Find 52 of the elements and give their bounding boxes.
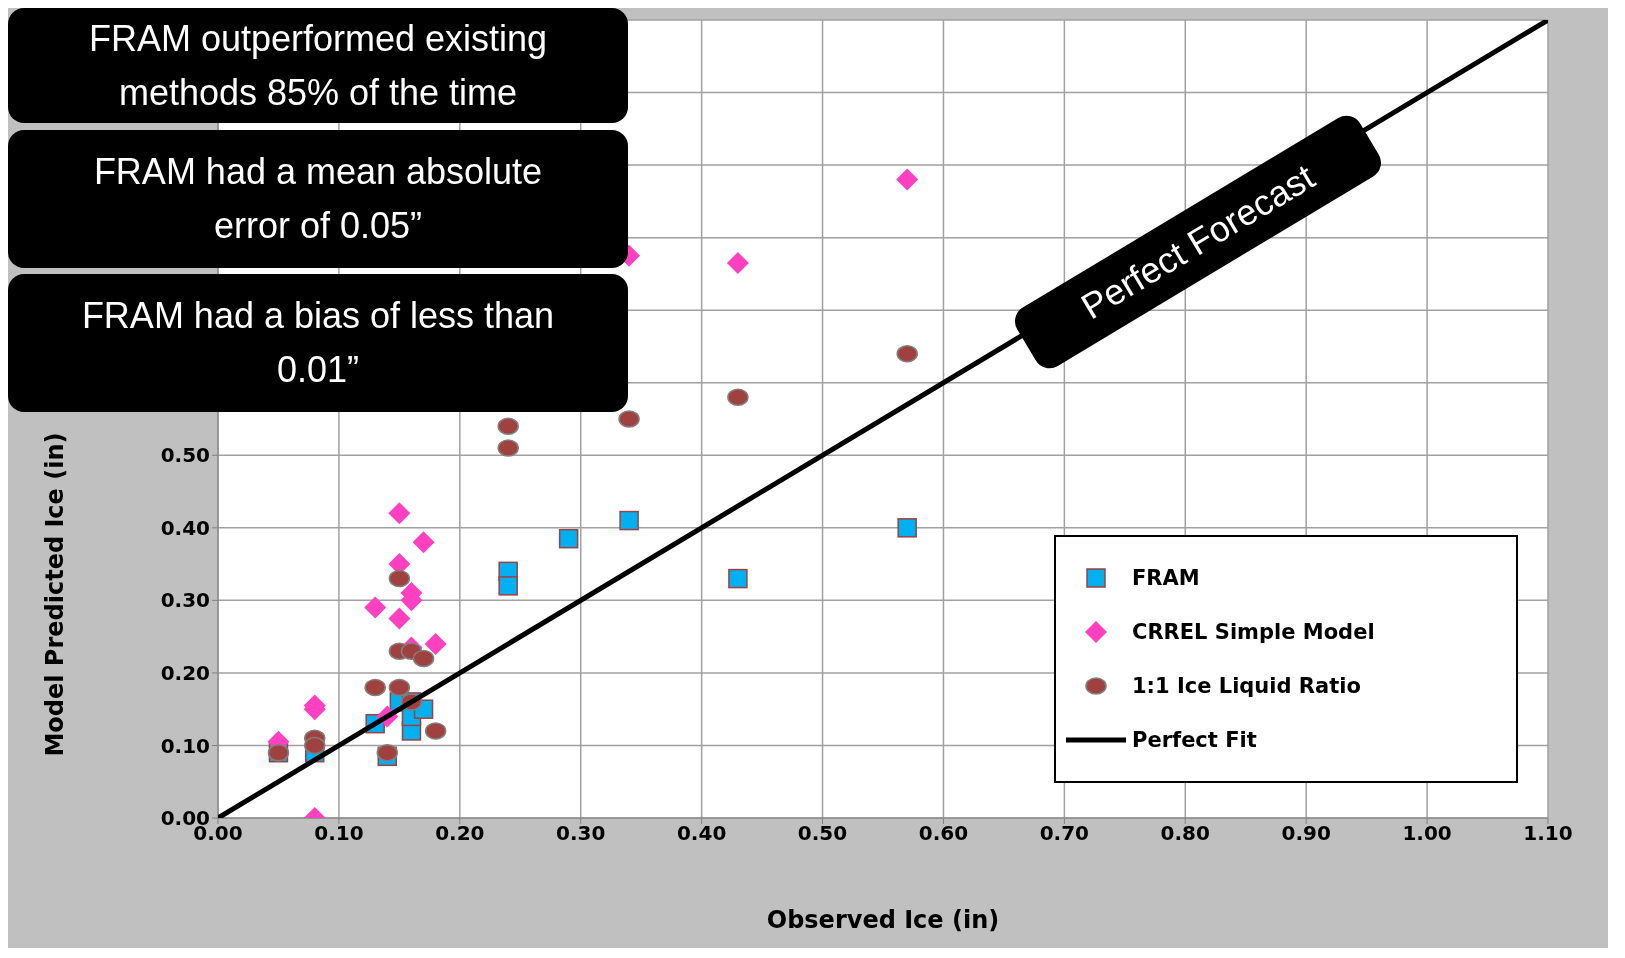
point [497,439,519,457]
legend-label: CRREL Simple Model [1132,620,1375,644]
x-tick-label: 0.70 [1039,821,1090,846]
point [388,678,411,697]
x-axis-title: Observed Ice (in) [766,906,1000,934]
x-tick-label: 1.10 [1523,821,1573,846]
legend-label: FRAM [1132,566,1200,590]
point [412,531,435,554]
point [303,736,326,755]
point [896,344,918,363]
point [364,596,387,619]
x-tick-label: 0.80 [1160,821,1210,846]
y-tick-label: 0.40 [160,515,210,540]
y-tick-label: 0.10 [160,733,210,758]
point [388,502,411,525]
point [897,518,917,538]
point [498,576,518,596]
point [412,649,435,668]
x-tick-label: 0.40 [676,821,727,846]
point [618,410,640,428]
point [896,168,919,191]
point [619,510,639,531]
y-axis-title: Model Predicted Ice (in) [41,432,69,757]
point [364,678,386,697]
x-tick-label: 1.00 [1402,821,1452,846]
point [727,388,749,406]
point [728,568,748,589]
legend-label: 1:1 Ice Liquid Ratio [1132,674,1361,698]
point [388,569,411,588]
callout-box: FRAM outperformed existing methods 85% of the time [8,8,628,123]
legend-label: Perfect Fit [1132,728,1257,752]
x-tick-label: 0.30 [556,821,606,846]
x-tick-label: 0.90 [1281,821,1331,846]
x-tick-label: 0.60 [918,821,969,846]
point [388,607,411,630]
x-tick-label: 0.50 [797,821,848,846]
point [424,632,447,655]
x-tick-label: 0.10 [314,821,364,846]
annotation: FRAM had a mean absolute error of 0.05” [92,150,544,248]
point [376,743,399,762]
point [726,252,749,275]
annotation: FRAM outperformed existing methods 85% of the time [87,16,549,115]
annotation: FRAM had a bias of less than 0.01” [80,294,556,392]
callout-box: FRAM had a mean absolute error of 0.05” [8,130,628,268]
callout-box: FRAM had a bias of less than 0.01” [8,274,628,412]
point [558,528,579,549]
point [424,722,447,740]
point [497,417,519,436]
y-tick-label: 0.30 [160,588,210,613]
x-tick-label: 0.20 [435,821,485,846]
y-tick-label: 0.20 [160,661,210,686]
y-tick-label: 0.50 [160,443,210,468]
